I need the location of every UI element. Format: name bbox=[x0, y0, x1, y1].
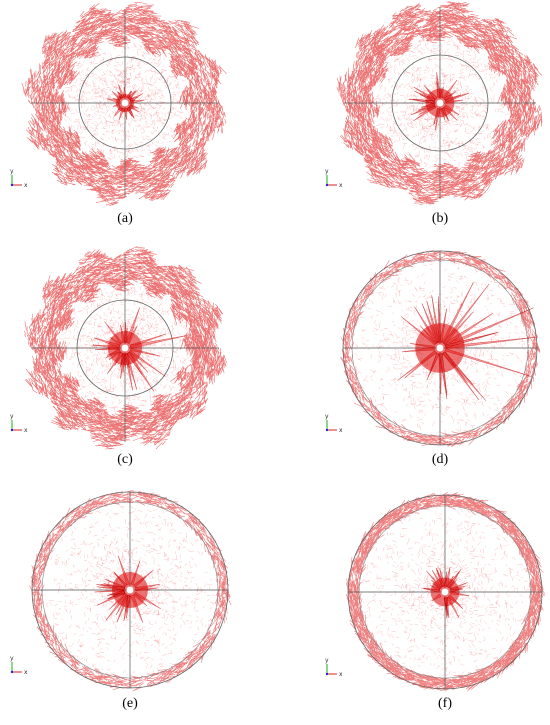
triad-label-x: x bbox=[24, 427, 28, 434]
panel: y x (f) bbox=[325, 492, 546, 711]
vector-star bbox=[92, 307, 187, 392]
vector-field bbox=[357, 502, 531, 677]
vector-star bbox=[94, 555, 161, 623]
triad-label-y: y bbox=[325, 168, 329, 175]
triad-label-y: y bbox=[325, 413, 329, 420]
panel: y x (b) bbox=[325, 1, 543, 226]
triad-z bbox=[10, 670, 14, 674]
panel: y x (d) bbox=[325, 249, 541, 467]
triad-label-x: x bbox=[339, 671, 343, 678]
center-hole bbox=[436, 344, 444, 352]
caption: (d) bbox=[432, 452, 449, 467]
caption: (a) bbox=[117, 211, 133, 226]
triad-label-y: y bbox=[10, 413, 14, 420]
triad-label-x: x bbox=[339, 427, 343, 434]
caption: (c) bbox=[117, 452, 133, 467]
caption: (f) bbox=[438, 696, 452, 711]
triad-z bbox=[325, 183, 329, 187]
triad-z bbox=[10, 428, 14, 432]
triad-label-y: y bbox=[10, 655, 14, 662]
triad-z bbox=[10, 183, 14, 187]
center-hole bbox=[126, 586, 134, 594]
triad-label-x: x bbox=[339, 182, 343, 189]
triad-z bbox=[325, 428, 329, 432]
vector-star bbox=[107, 84, 145, 120]
triad-z bbox=[325, 672, 329, 676]
panel: y x (a) bbox=[10, 2, 227, 226]
vector-ring bbox=[29, 489, 232, 692]
triad-label-x: x bbox=[24, 182, 28, 189]
center-hole bbox=[436, 99, 444, 107]
vector-star bbox=[397, 282, 538, 401]
vector-star bbox=[422, 567, 470, 619]
center-hole bbox=[121, 99, 129, 107]
center-hole bbox=[441, 588, 449, 596]
triad-label-x: x bbox=[24, 669, 28, 676]
panel: y x (c) bbox=[10, 246, 227, 467]
vector-star bbox=[408, 72, 469, 131]
caption: (b) bbox=[432, 211, 449, 226]
center-hole bbox=[121, 344, 129, 352]
vector-field bbox=[373, 35, 509, 172]
caption: (e) bbox=[122, 696, 138, 711]
vector-ring bbox=[336, 1, 543, 206]
vector-field bbox=[352, 260, 529, 436]
vector-ring bbox=[21, 2, 227, 206]
triad-label-y: y bbox=[10, 168, 14, 175]
panel: y x (e) bbox=[10, 489, 232, 711]
triad-label-y: y bbox=[325, 657, 329, 664]
vector-ring bbox=[24, 246, 227, 450]
